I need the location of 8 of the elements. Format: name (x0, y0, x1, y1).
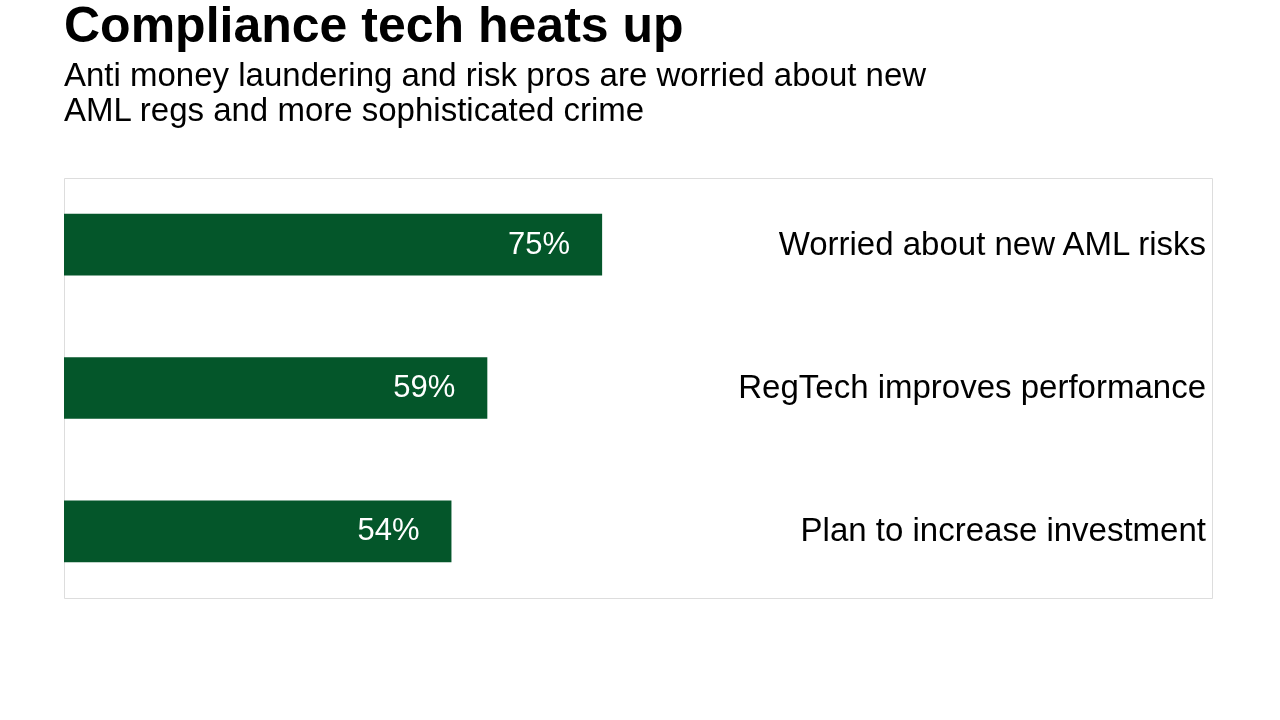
chart-title: Compliance tech heats up (64, 0, 684, 53)
data-label: 54% (357, 512, 420, 548)
y-tick-label: Plan to increase investment (800, 511, 1206, 549)
y-tick-label: Worried about new AML risks (778, 224, 1206, 262)
text: Anti money laundering and risk pros are worried about new (64, 56, 927, 93)
data-label: 75% (508, 225, 571, 261)
data-label: 59% (393, 369, 456, 404)
y-tick-label: RegTech improves performance (738, 368, 1206, 405)
